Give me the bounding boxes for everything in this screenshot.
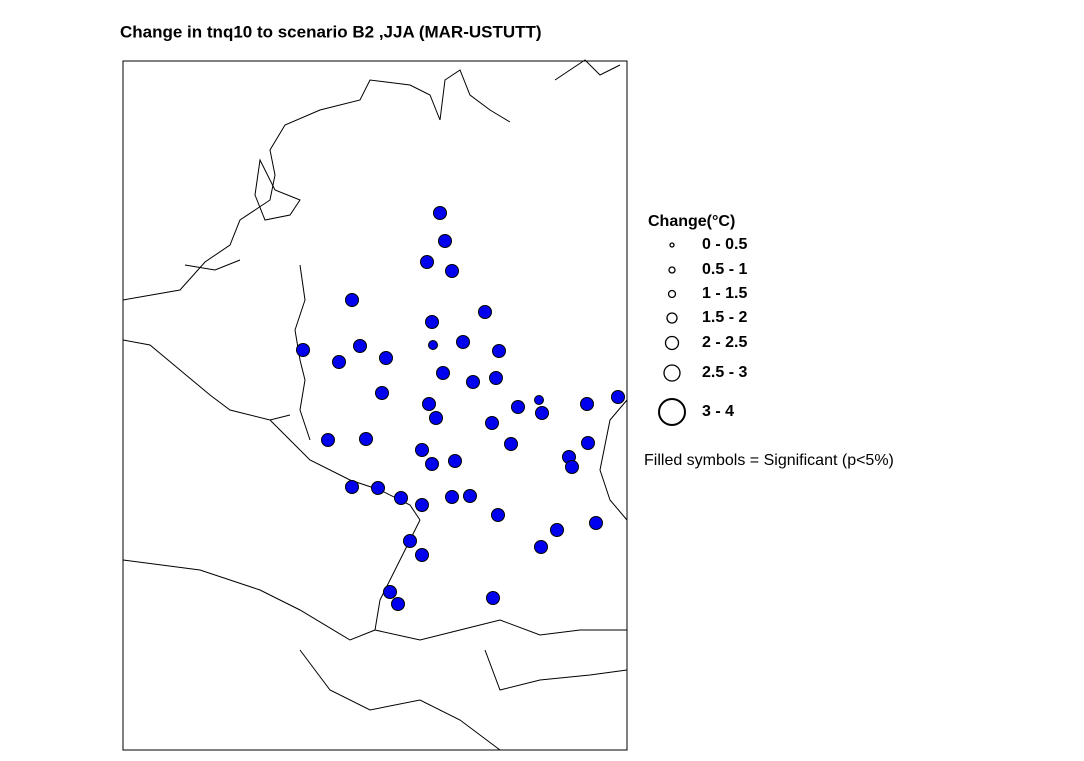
legend-symbol — [658, 398, 686, 426]
station — [394, 491, 408, 505]
station — [415, 498, 429, 512]
station — [534, 395, 544, 405]
legend-label: 1.5 - 2 — [702, 309, 747, 326]
legend-label: 0.5 - 1 — [702, 261, 747, 278]
station — [422, 397, 436, 411]
legend-symbol — [663, 364, 681, 382]
station — [445, 490, 459, 504]
station — [550, 523, 564, 537]
note: Filled symbols = Significant (p<5%) — [644, 452, 894, 469]
station — [332, 355, 346, 369]
station — [581, 436, 595, 450]
legend-label: 2 - 2.5 — [702, 334, 747, 351]
station — [448, 454, 462, 468]
station — [383, 585, 397, 599]
station — [425, 457, 439, 471]
station — [403, 534, 417, 548]
station — [296, 343, 310, 357]
legend-label: 1 - 1.5 — [702, 285, 747, 302]
country-borders — [122, 59, 628, 751]
legend-symbol — [669, 242, 675, 248]
station — [415, 548, 429, 562]
station — [535, 406, 549, 420]
station — [492, 344, 506, 358]
station — [345, 293, 359, 307]
legend-label: 2.5 - 3 — [702, 364, 747, 381]
legend-symbol — [666, 312, 678, 324]
station — [511, 400, 525, 414]
station — [436, 366, 450, 380]
station — [438, 234, 452, 248]
legend: 0 - 0.5 0.5 - 1 1 - 1.5 1.5 - 2 2 - 2.5 2.5 -… — [658, 236, 747, 426]
legend-title: Change(°C) — [648, 213, 735, 230]
station — [425, 315, 439, 329]
station — [565, 460, 579, 474]
station — [420, 255, 434, 269]
station — [491, 508, 505, 522]
station — [345, 480, 359, 494]
map-frame — [122, 60, 628, 751]
station — [489, 371, 503, 385]
legend-symbol — [667, 289, 677, 299]
station — [375, 386, 389, 400]
station — [589, 516, 603, 530]
station — [611, 390, 625, 404]
station — [428, 340, 438, 350]
station — [391, 597, 405, 611]
station — [379, 351, 393, 365]
title: Change in tnq10 to scenario B2 ,JJA (MAR… — [120, 22, 542, 41]
station — [433, 206, 447, 220]
legend-symbol — [668, 266, 676, 274]
station — [504, 437, 518, 451]
station — [371, 481, 385, 495]
station — [445, 264, 459, 278]
station — [485, 416, 499, 430]
station — [466, 375, 480, 389]
station — [478, 305, 492, 319]
stations — [296, 206, 625, 611]
legend-label: 3 - 4 — [702, 403, 734, 420]
station — [580, 397, 594, 411]
station — [429, 411, 443, 425]
station — [415, 443, 429, 457]
station — [463, 489, 477, 503]
station — [359, 432, 373, 446]
station — [534, 540, 548, 554]
legend-label: 0 - 0.5 — [702, 236, 747, 253]
legend-symbol — [664, 335, 680, 351]
station — [321, 433, 335, 447]
station — [486, 591, 500, 605]
station — [353, 339, 367, 353]
station — [456, 335, 470, 349]
